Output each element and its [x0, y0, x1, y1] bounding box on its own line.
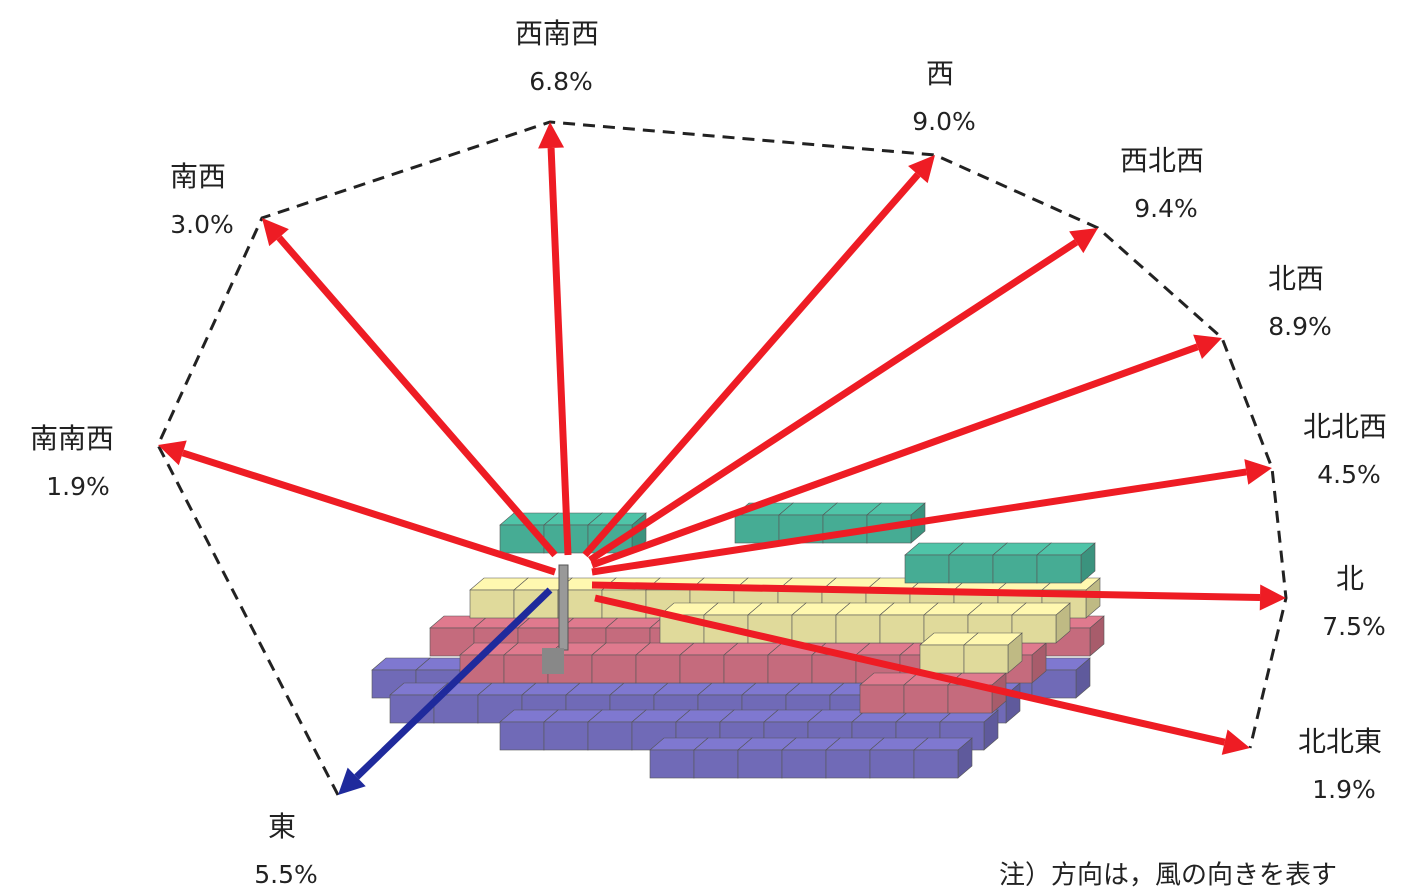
- arrow-head: [1259, 584, 1286, 611]
- cube-front: [781, 749, 827, 779]
- arrow-shaft: [590, 343, 1199, 569]
- cube-front: [963, 644, 1009, 674]
- arrow-shaft: [591, 468, 1247, 576]
- cube-front: [591, 654, 637, 684]
- direction-label: 北北東: [1298, 725, 1382, 758]
- arrow-head: [262, 218, 289, 247]
- direction-value: 5.5%: [254, 860, 318, 889]
- cube-front: [543, 721, 589, 751]
- note: 注）方向は，風の向きを表す: [999, 861, 1337, 891]
- cube-front: [791, 614, 837, 644]
- arrow-shaft: [582, 172, 921, 558]
- direction-label: 西: [926, 57, 954, 90]
- arrow-shaft: [594, 594, 1226, 746]
- cube-front: [503, 654, 549, 684]
- cube-front: [767, 654, 813, 684]
- cube-front: [869, 749, 915, 779]
- direction-value: 9.4%: [1134, 194, 1198, 223]
- cube-front: [737, 749, 783, 779]
- cube-front: [904, 554, 950, 584]
- direction-value: 8.9%: [1268, 312, 1332, 341]
- terrain-blocks: [371, 502, 1105, 779]
- direction-label: 西北西: [1120, 144, 1204, 177]
- arrow-shaft: [276, 235, 558, 558]
- cube-front: [992, 554, 1038, 584]
- stack: [558, 564, 569, 651]
- cube-front: [1036, 554, 1082, 584]
- arrow-head: [1244, 459, 1272, 485]
- cube-front: [913, 749, 959, 779]
- arrow-shaft: [588, 239, 1079, 563]
- cube-front: [859, 684, 905, 714]
- cube-front: [723, 654, 769, 684]
- direction-label: 北北西: [1303, 410, 1387, 443]
- arrows: [158, 122, 1286, 795]
- direction-label: 西南西: [515, 17, 599, 50]
- arrow-head: [1193, 334, 1222, 360]
- direction-value: 3.0%: [170, 210, 234, 239]
- cube-front: [825, 749, 871, 779]
- cube-front: [879, 614, 925, 644]
- direction-label: 北: [1336, 562, 1364, 595]
- cube-front: [903, 684, 949, 714]
- arrow-shaft: [591, 581, 1261, 602]
- cube-front: [693, 749, 739, 779]
- direction-value: 4.5%: [1317, 460, 1381, 489]
- direction-value: 1.9%: [46, 472, 110, 501]
- cube-front: [734, 514, 780, 544]
- cube-front: [948, 554, 994, 584]
- cube-front: [649, 749, 695, 779]
- arrow-head: [158, 440, 187, 466]
- arrow-head: [1069, 228, 1098, 254]
- direction-value: 9.0%: [912, 107, 976, 136]
- cube-front: [587, 721, 633, 751]
- direction-value: 6.8%: [529, 67, 593, 96]
- arrow-shaft: [181, 449, 557, 576]
- cube-front: [469, 589, 515, 619]
- direction-value: 7.5%: [1322, 612, 1386, 641]
- arrow-head: [908, 155, 935, 184]
- arrow-head: [338, 767, 366, 795]
- arrow-head: [1221, 729, 1250, 755]
- direction-label: 東: [268, 810, 296, 843]
- outline: [156, 120, 1288, 796]
- stack-base: [542, 648, 564, 674]
- arrow-shaft: [547, 147, 572, 556]
- arrow-shaft: [354, 587, 553, 780]
- direction-value: 1.9%: [1312, 775, 1376, 804]
- direction-label: 南南西: [30, 422, 114, 455]
- cube-front: [635, 654, 681, 684]
- arrow-head: [538, 122, 565, 149]
- direction-label: 北西: [1268, 262, 1324, 295]
- direction-label: 南西: [170, 160, 226, 193]
- cube-front: [835, 614, 881, 644]
- cube-front: [679, 654, 725, 684]
- cube-front: [499, 721, 545, 751]
- cube-front: [919, 644, 965, 674]
